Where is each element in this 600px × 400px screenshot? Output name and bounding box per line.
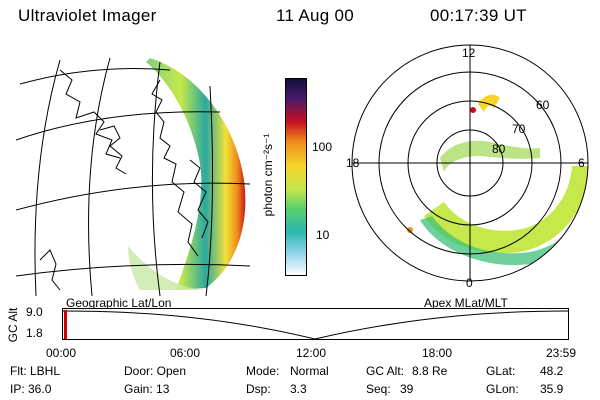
mlat-label-80: 80	[492, 142, 506, 156]
mlt-label-6: 6	[578, 156, 585, 170]
mode-value: Normal	[290, 364, 329, 378]
ip-info: IP: 36.0	[10, 382, 52, 396]
mlat-label-70: 70	[512, 122, 526, 136]
timeline-ytick-1-8: 1.8	[26, 326, 43, 340]
gcalt-label: GC Alt:	[366, 364, 405, 378]
mode-label: Mode:	[246, 364, 280, 378]
glat-value: 48.2	[540, 364, 564, 378]
geographic-map	[16, 57, 251, 296]
timeline-xtick-1200: 12:00	[296, 346, 327, 360]
mlt-meridians	[352, 45, 588, 281]
gcalt-value: 8.8 Re	[412, 364, 448, 378]
timeline-ytick-9: 9.0	[26, 305, 43, 319]
coastlines	[39, 69, 209, 291]
polar-plot	[351, 44, 589, 282]
timeline-ylabel: GC Alt	[6, 307, 20, 343]
apex-caption: Apex MLat/MLT	[424, 296, 508, 310]
auroral-oval	[424, 166, 588, 254]
date-label: 11 Aug 00	[276, 6, 355, 25]
mlt-label-12: 12	[462, 46, 476, 60]
aurora-emission-region	[146, 58, 246, 290]
colorbar-unit-label: photon cm⁻²s⁻¹	[261, 133, 275, 217]
colorbar-tick-100: 100	[312, 140, 333, 154]
door-info: Door: Open	[124, 364, 187, 378]
mlat-label-60: 60	[536, 98, 550, 112]
colorbar-tick-10: 10	[316, 228, 330, 242]
filter-info: Flt: LBHL	[10, 364, 61, 378]
glon-label: GLon:	[486, 382, 519, 396]
time-label: 00:17:39 UT	[430, 6, 527, 25]
mlt-label-0: 0	[466, 276, 473, 290]
seq-label: Seq:	[366, 382, 391, 396]
timeline-xtick-0600: 06:00	[170, 346, 201, 360]
gain-info: Gain: 13	[124, 382, 170, 396]
lat-lon-grid	[16, 57, 251, 296]
geographic-caption: Geographic Lat/Lon	[66, 296, 172, 310]
dsp-label: Dsp:	[246, 382, 271, 396]
mlt-label-18: 18	[346, 156, 360, 170]
color-scale-bar	[285, 78, 307, 276]
dsp-value: 3.3	[290, 382, 307, 396]
timeline-xtick-1800: 18:00	[422, 346, 453, 360]
timeline-xtick-2359: 23:59	[546, 346, 577, 360]
glon-value: 35.9	[540, 382, 564, 396]
orbit-altitude-timeline	[62, 308, 569, 340]
instrument-title: Ultraviolet Imager	[18, 6, 157, 25]
glat-label: GLat:	[486, 364, 516, 378]
seq-value: 39	[400, 382, 414, 396]
current-time-marker	[64, 310, 67, 339]
timeline-xtick-0000: 00:00	[46, 346, 77, 360]
